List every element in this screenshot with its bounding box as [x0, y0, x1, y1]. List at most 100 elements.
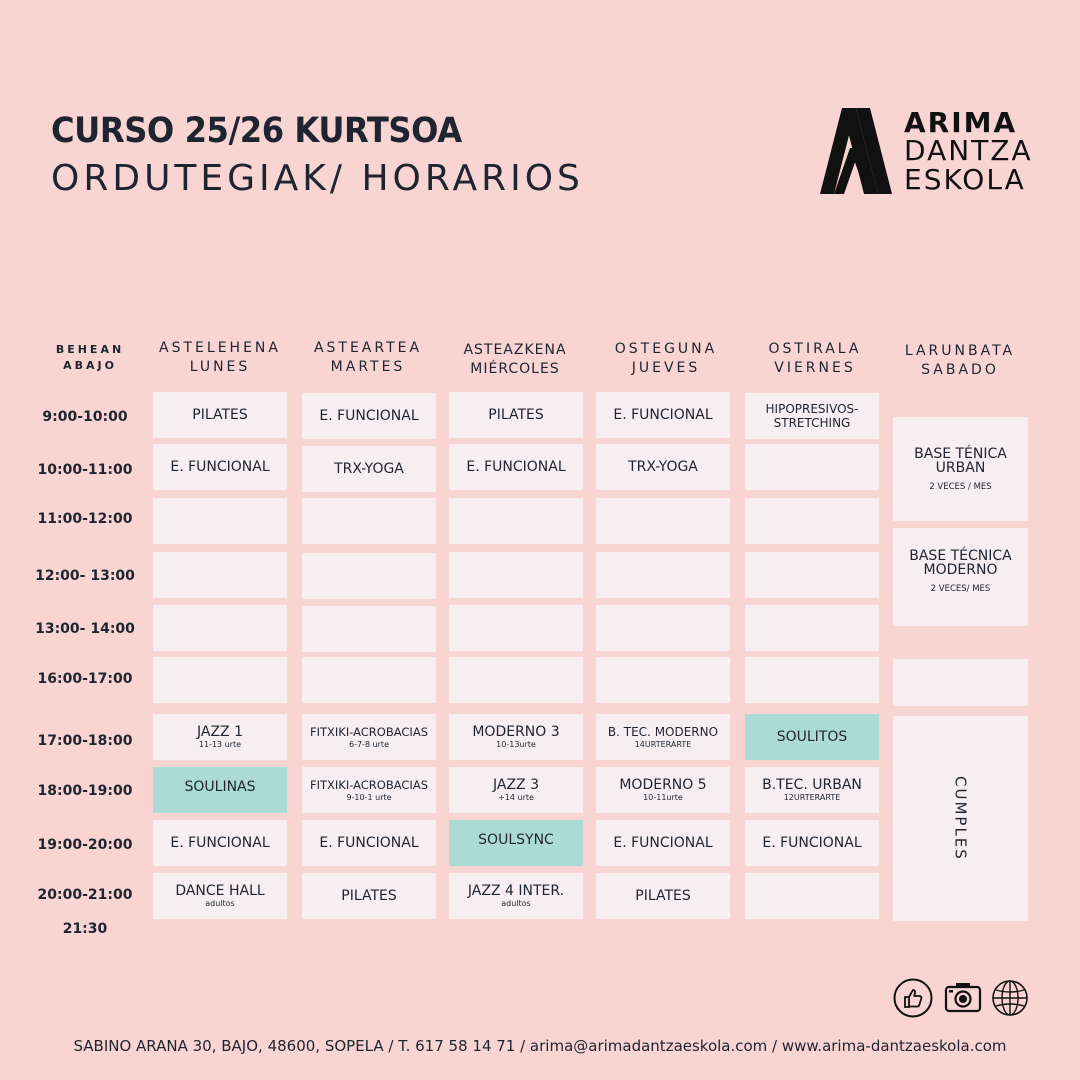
class-name: FITXIKI-ACROBACIAS [309, 778, 428, 792]
class-cell-empty [449, 605, 583, 651]
time-label: 20:00-21:00 [37, 887, 133, 903]
class-name: E. FUNCIONAL [319, 407, 419, 424]
day-name-es: JUEVES [631, 360, 701, 376]
class-cell-empty [302, 657, 436, 703]
day-header-wednesday: ASTEAZKENA MIÉRCOLES [440, 341, 590, 379]
class-name: BASE TÉNICA [914, 445, 1007, 462]
class-cell: PILATES [302, 873, 436, 919]
floor-label: BEHEAN ABAJO [40, 342, 140, 374]
class-cell-empty [449, 657, 583, 703]
class-cell-empty [745, 605, 879, 651]
class-note: 10-11urte [643, 793, 683, 802]
class-name: SOULSYNC [478, 831, 554, 848]
class-name: FITXIKI-ACROBACIAS [309, 725, 428, 739]
class-cell: JAZZ 4 INTER. adultos [449, 873, 583, 919]
class-name: PILATES [341, 887, 397, 904]
class-cell-empty [596, 605, 730, 651]
class-cell: E. FUNCIONAL [449, 444, 583, 490]
day-name-eu: ASTELEHENA [159, 340, 281, 356]
page-subtitle: ORDUTEGIAK/ HORARIOS [51, 158, 584, 199]
class-cell: TRX-YOGA [302, 446, 436, 492]
class-cell: FITXIKI-ACROBACIAS 9-10-1 urte [302, 767, 436, 813]
camera-icon[interactable] [943, 978, 983, 1018]
floor-label-eu: BEHEAN [55, 343, 125, 356]
class-name: JAZZ 4 INTER. [467, 883, 565, 899]
class-cell-empty [302, 606, 436, 652]
class-note: 12URTERARTE [783, 793, 841, 802]
class-note: adultos [205, 899, 235, 908]
class-name: PILATES [192, 406, 248, 423]
class-cell-empty [596, 498, 730, 544]
class-cell: E. FUNCIONAL [153, 820, 287, 866]
class-cell-empty [745, 873, 879, 919]
day-name-es: MIÉRCOLES [470, 361, 560, 377]
logo-text-line2: DANTZA [904, 134, 1033, 167]
class-cell: PILATES [153, 392, 287, 438]
class-name: DANCE HALL [175, 883, 265, 899]
class-cell: PILATES [596, 873, 730, 919]
class-name: BASE TÉCNICA [909, 548, 1012, 564]
class-name-cont: STRETCHING [773, 416, 851, 430]
day-name-es: MARTES [330, 359, 406, 375]
class-cell-empty [449, 498, 583, 544]
class-name-cont: URBAN [935, 459, 986, 476]
time-label: 10:00-11:00 [37, 462, 133, 478]
class-note: +14 urte [498, 793, 534, 802]
class-cell-empty [745, 657, 879, 703]
class-cell: PILATES [449, 392, 583, 438]
class-note: 2 VECES / MES [929, 481, 992, 492]
logo-text-line3: ESKOLA [904, 163, 1026, 196]
class-cell: MODERNO 3 10-13urte [449, 714, 583, 760]
class-cell: E. FUNCIONAL [596, 820, 730, 866]
class-name: TRX-YOGA [334, 460, 404, 477]
class-cell-empty [596, 552, 730, 598]
logo: ARIMA DANTZA ESKOLA [820, 108, 1033, 196]
day-name-eu: OSTIRALA [768, 341, 862, 357]
logo-mark-icon [820, 108, 892, 194]
class-name: PILATES [488, 406, 544, 423]
class-cell-highlight: SOULITOS [745, 714, 879, 760]
saturday-class-moderno: BASE TÉCNICA MODERNO 2 VECES/ MES [893, 528, 1028, 626]
class-name: E. FUNCIONAL [466, 458, 566, 475]
class-cell: TRX-YOGA [596, 444, 730, 490]
day-header-monday: ASTELEHENA LUNES [145, 339, 295, 377]
saturday-cumples: CUMPLES [893, 716, 1028, 921]
class-cell: HIPOPRESIVOS- STRETCHING [745, 393, 879, 439]
class-cell-empty [153, 657, 287, 703]
class-cell-empty [745, 552, 879, 598]
class-note: 10-13urte [496, 740, 536, 749]
thumbs-up-icon[interactable] [893, 978, 933, 1018]
class-note: 11-13 urte [198, 740, 242, 749]
class-cell-empty [449, 552, 583, 598]
class-cell-empty [302, 553, 436, 599]
globe-icon[interactable] [990, 978, 1030, 1018]
class-name: E. FUNCIONAL [613, 406, 713, 423]
time-label: 13:00- 14:00 [35, 621, 135, 637]
day-header-friday: OSTIRALA VIERNES [740, 340, 890, 378]
class-cell: E. FUNCIONAL [302, 393, 436, 439]
class-cell-empty [745, 444, 879, 490]
time-label: 12:00- 13:00 [35, 568, 135, 584]
class-cell-empty [153, 552, 287, 598]
day-name-eu: OSTEGUNA [614, 341, 718, 357]
day-header-saturday: LARUNBATA SABADO [885, 342, 1035, 380]
class-cell-empty [745, 498, 879, 544]
class-name: E. FUNCIONAL [170, 834, 270, 851]
class-cell: MODERNO 5 10-11urte [596, 767, 730, 813]
class-name: JAZZ 1 [197, 724, 243, 740]
class-cell: E. FUNCIONAL [302, 820, 436, 866]
day-name-eu: ASTEAZKENA [463, 342, 567, 358]
day-header-tuesday: ASTEARTEA MARTES [293, 339, 443, 377]
class-cell: JAZZ 3 +14 urte [449, 767, 583, 813]
class-note: 9-10-1 urte [346, 793, 392, 802]
class-name: E. FUNCIONAL [170, 458, 270, 475]
class-name: SOULITOS [776, 728, 848, 745]
class-cell-highlight: SOULSYNC [449, 820, 583, 866]
time-label: 16:00-17:00 [37, 671, 133, 687]
class-note: adultos [501, 899, 531, 908]
class-name: SOULINAS [184, 778, 256, 795]
time-label: 9:00-10:00 [42, 409, 128, 425]
page-title: CURSO 25/26 KURTSOA [51, 111, 462, 151]
class-name: B.TEC. URBAN [762, 777, 862, 793]
class-cell: FITXIKI-ACROBACIAS 6-7-8 urte [302, 714, 436, 760]
